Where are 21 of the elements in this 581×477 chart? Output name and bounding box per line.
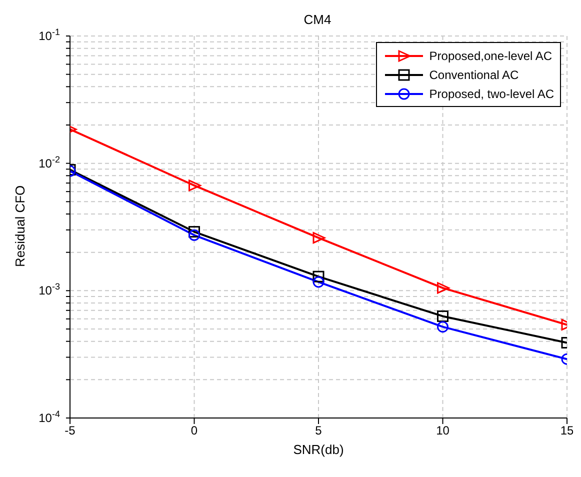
x-tick-label: 5 [315,424,322,438]
y-axis-title: Residual CFO [12,185,28,267]
y-tick-label: 10$^{-1}$ [38,27,60,43]
point [312,232,326,244]
point [312,270,324,282]
legend-label: Conventional AC [429,68,519,82]
x-tick-label: 0 [190,424,198,438]
x-tick-label: 15 [560,424,574,438]
y-tick-label: 10$^{-3}$ [38,282,60,298]
point [437,310,448,322]
x-tick-label: 10 [436,424,450,438]
legend-label: Proposed,one-level AC [429,48,552,62]
point [437,321,448,333]
x-axis-title: SNR(db) [293,442,344,457]
chart-title: CM4 [302,12,332,27]
y-tick-label: 10$^{-2}$ [38,154,60,170]
legend-label: Proposed, two-level AC [429,86,554,100]
x-tick-label: -5 [64,424,76,438]
y-tick-label: 10$^{-4}$ [38,409,60,425]
point [188,180,201,192]
point [312,276,324,288]
